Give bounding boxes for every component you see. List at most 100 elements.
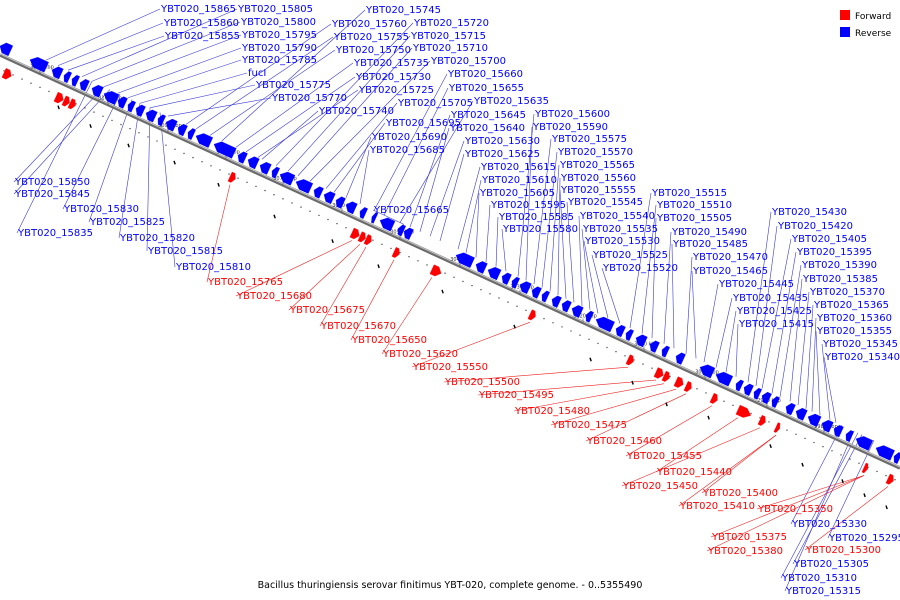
gene-label[interactable]: YBT020_15495: [478, 390, 554, 401]
gene-label[interactable]: YBT020_15855: [164, 31, 240, 42]
reverse-gene-arrow[interactable]: [530, 285, 542, 299]
gene-label[interactable]: YBT020_15370: [809, 287, 885, 298]
gene-label[interactable]: YBT020_15480: [514, 406, 590, 417]
gene-label[interactable]: YBT020_15510: [656, 200, 732, 211]
reverse-gene-arrow[interactable]: [794, 406, 808, 421]
gene-label[interactable]: YBT020_15310: [781, 573, 857, 584]
reverse-gene-arrow[interactable]: [186, 127, 196, 140]
gene-label[interactable]: YBT020_15690: [371, 132, 447, 143]
gene-label[interactable]: YBT020_15490: [671, 227, 747, 238]
gene-label[interactable]: YBT020_15305: [793, 559, 869, 570]
forward-gene-arrow[interactable]: [391, 247, 402, 259]
reverse-gene-arrow[interactable]: [714, 370, 734, 387]
gene-label[interactable]: YBT020_15735: [353, 58, 429, 69]
reverse-gene-arrow[interactable]: [454, 250, 475, 268]
reverse-gene-arrow[interactable]: [102, 89, 120, 105]
gene-label[interactable]: YBT020_15710: [412, 43, 488, 54]
reverse-gene-arrow[interactable]: [806, 412, 822, 427]
gene-label[interactable]: YBT020_15575: [551, 134, 627, 145]
gene-label[interactable]: YBT020_15615: [480, 162, 556, 173]
reverse-gene-arrow[interactable]: [660, 345, 670, 358]
forward-gene-arrow[interactable]: [683, 381, 694, 393]
gene-label[interactable]: YBT020_15395: [796, 247, 872, 258]
gene-label[interactable]: YBT020_15390: [801, 260, 877, 271]
reverse-gene-arrow[interactable]: [370, 212, 379, 224]
gene-label[interactable]: YBT020_15415: [738, 319, 814, 330]
gene-label[interactable]: YBT020_15730: [355, 72, 431, 83]
gene-label[interactable]: YBT020_15580: [502, 224, 578, 235]
gene-label[interactable]: YBT020_15530: [584, 236, 660, 247]
gene-label[interactable]: YBT020_15600: [534, 109, 610, 120]
gene-label[interactable]: YBT020_15635: [473, 96, 549, 107]
forward-gene-arrow[interactable]: [661, 370, 672, 383]
gene-label[interactable]: YBT020_15750: [335, 45, 411, 56]
reverse-gene-arrow[interactable]: [70, 74, 80, 87]
gene-label[interactable]: YBT020_15315: [785, 586, 861, 597]
gene-label[interactable]: YBT020_15745: [365, 5, 441, 16]
gene-label[interactable]: YBT020_15435: [732, 293, 808, 304]
reverse-gene-arrow[interactable]: [742, 382, 754, 396]
reverse-gene-arrow[interactable]: [294, 177, 314, 194]
reverse-gene-arrow[interactable]: [634, 333, 648, 348]
gene-label[interactable]: YBT020_15795: [241, 30, 317, 41]
gene-label[interactable]: YBT020_15810: [175, 262, 251, 273]
gene-label[interactable]: YBT020_15790: [241, 43, 317, 54]
gene-label[interactable]: YBT020_15475: [551, 420, 627, 431]
gene-label[interactable]: YBT020_15800: [240, 17, 316, 28]
gene-label[interactable]: YBT020_15640: [449, 123, 525, 134]
gene-label[interactable]: YBT020_15555: [560, 185, 636, 196]
gene-label[interactable]: YBT020_15815: [147, 246, 223, 257]
reverse-gene-arrow[interactable]: [510, 276, 520, 289]
gene-label[interactable]: YBT020_15685: [369, 145, 445, 156]
reverse-gene-arrow[interactable]: [674, 351, 686, 365]
gene-label[interactable]: YBT020_15605: [479, 188, 555, 199]
forward-gene-arrow[interactable]: [709, 392, 720, 405]
reverse-gene-arrow[interactable]: [752, 387, 762, 400]
forward-gene-arrow[interactable]: [61, 95, 72, 108]
reverse-gene-arrow[interactable]: [50, 65, 64, 80]
reverse-gene-arrow[interactable]: [258, 160, 272, 175]
gene-label[interactable]: YBT020_15430: [771, 207, 847, 218]
reverse-gene-arrow[interactable]: [624, 328, 634, 341]
forward-gene-arrow[interactable]: [349, 227, 361, 240]
gene-label[interactable]: YBT020_15830: [63, 204, 139, 215]
forward-gene-arrow[interactable]: [527, 309, 538, 322]
reverse-gene-arrow[interactable]: [126, 100, 136, 113]
gene-label[interactable]: YBT020_15535: [582, 224, 658, 235]
gene-label[interactable]: YBT020_15805: [237, 4, 313, 15]
gene-label[interactable]: YBT020_15860: [163, 18, 239, 29]
gene-label[interactable]: YBT020_15660: [447, 69, 523, 80]
gene-label[interactable]: YBT020_15365: [813, 300, 889, 311]
reverse-gene-arrow[interactable]: [594, 315, 615, 333]
gene-label[interactable]: YBT020_15520: [602, 263, 678, 274]
forward-gene-arrow[interactable]: [363, 234, 374, 246]
reverse-gene-arrow[interactable]: [156, 114, 166, 127]
reverse-gene-arrow[interactable]: [322, 190, 336, 205]
gene-label[interactable]: YBT020_15585: [498, 212, 574, 223]
reverse-gene-arrow[interactable]: [614, 324, 626, 338]
reverse-gene-arrow[interactable]: [874, 443, 895, 461]
reverse-gene-arrow[interactable]: [28, 55, 49, 73]
reverse-gene-arrow[interactable]: [270, 166, 280, 179]
gene-label[interactable]: YBT020_15700: [430, 56, 506, 67]
gene-label[interactable]: YBT020_15360: [816, 313, 892, 324]
gene-label[interactable]: YBT020_15835: [17, 228, 93, 239]
gene-label[interactable]: YBT020_15525: [592, 250, 668, 261]
gene-label[interactable]: YBT020_15560: [560, 173, 636, 184]
reverse-gene-arrow[interactable]: [278, 169, 296, 186]
reverse-gene-arrow[interactable]: [164, 117, 178, 132]
forward-gene-arrow[interactable]: [625, 354, 636, 367]
forward-gene-arrow[interactable]: [429, 264, 443, 278]
reverse-gene-arrow[interactable]: [474, 259, 488, 274]
gene-label[interactable]: YBT020_15645: [450, 110, 526, 121]
reverse-gene-arrow[interactable]: [550, 294, 562, 308]
reverse-gene-arrow[interactable]: [698, 362, 716, 379]
reverse-gene-arrow[interactable]: [820, 418, 834, 433]
gene-label[interactable]: YBT020_15610: [481, 175, 557, 186]
gene-label[interactable]: YBT020_15820: [119, 233, 195, 244]
gene-label[interactable]: YBT020_15760: [331, 19, 407, 30]
reverse-gene-arrow[interactable]: [396, 224, 406, 237]
forward-gene-arrow[interactable]: [227, 171, 238, 184]
reverse-gene-arrow[interactable]: [344, 200, 358, 215]
reverse-gene-arrow[interactable]: [378, 215, 396, 232]
